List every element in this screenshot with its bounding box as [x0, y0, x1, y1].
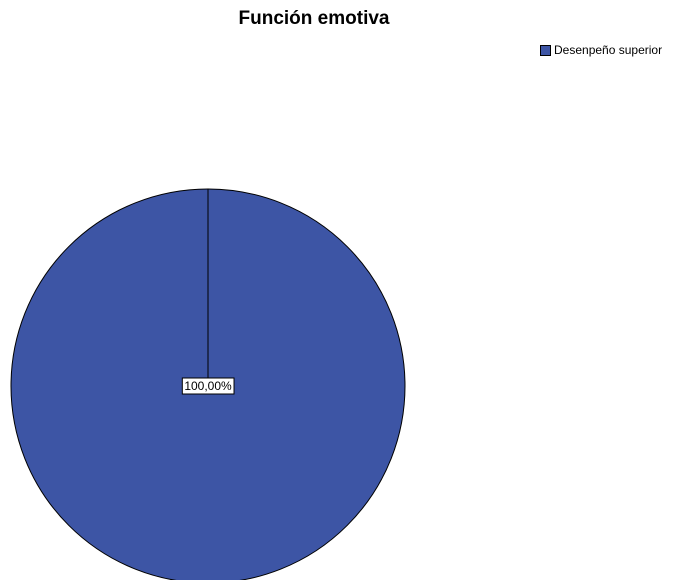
data-label-box — [181, 377, 235, 395]
legend-swatch — [540, 44, 551, 56]
chart-title: Función emotiva — [238, 8, 390, 29]
data-label-text: 100,00% — [184, 379, 232, 393]
legend: Desenpeño superior — [540, 43, 662, 57]
pie-labels: 100,00% — [181, 377, 235, 395]
data-label: 100,00% — [181, 377, 235, 395]
legend-label: Desenpeño superior — [554, 43, 663, 57]
